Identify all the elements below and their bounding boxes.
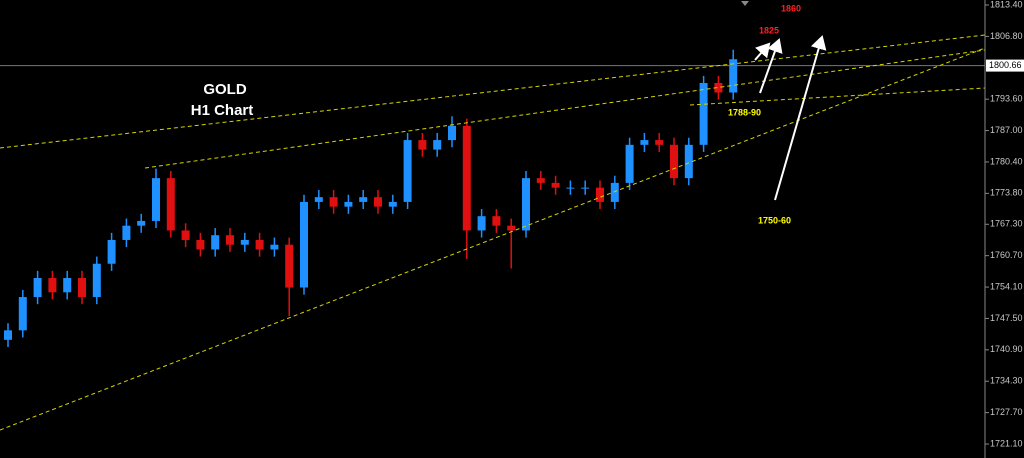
candle-body (285, 244, 294, 288)
candle-body (551, 182, 560, 188)
candle-body (596, 187, 604, 202)
candle-body (699, 83, 708, 145)
y-tick-label: 1747.50 (990, 313, 1023, 323)
candle-body (240, 239, 249, 245)
candle-body (448, 125, 456, 141)
candle-body (33, 278, 42, 298)
candle-body (684, 144, 693, 179)
y-tick-label: 1760.70 (990, 250, 1023, 260)
marker (741, 1, 749, 6)
candle-body (433, 140, 442, 150)
arrow (754, 42, 771, 61)
candle-body (344, 201, 353, 207)
candle-body (507, 225, 516, 231)
candle-body (670, 144, 678, 179)
plot-area (0, 49, 985, 347)
y-tick-label: 1721.10 (990, 438, 1023, 448)
candle-body (462, 125, 471, 231)
y-tick-label: 1767.30 (990, 219, 1023, 229)
candle-body (610, 182, 619, 202)
y-tick-label: 1780.40 (990, 156, 1023, 166)
candle-body (270, 244, 279, 250)
y-tick-label: 1793.60 (990, 94, 1023, 104)
candle-body (18, 297, 27, 331)
candle-body (388, 201, 397, 207)
y-tick-label: 1754.10 (990, 281, 1023, 291)
candle-body (181, 230, 190, 240)
candle-body (226, 235, 234, 245)
candle-body (152, 178, 160, 221)
candle-body (477, 216, 486, 231)
y-tick-label: 1806.80 (990, 31, 1023, 41)
candle-body (418, 140, 427, 150)
candle-body (255, 239, 264, 250)
candle-body (137, 220, 146, 226)
candle-body (729, 59, 738, 93)
annotation: 1825 (759, 25, 779, 35)
trendline (144, 49, 986, 169)
candle-body (122, 225, 131, 240)
candle-body (329, 197, 338, 207)
chart-title: GOLD (203, 81, 246, 98)
candle-body (4, 330, 12, 340)
y-tick-label: 1773.80 (990, 188, 1023, 198)
candle-body (374, 197, 382, 207)
candle-body (655, 140, 664, 145)
annotation: 1860 (781, 3, 801, 13)
candle-body (581, 187, 590, 189)
trendline (0, 47, 986, 431)
candle-body (211, 235, 220, 250)
candle-body (300, 201, 308, 288)
candle-body (166, 178, 175, 231)
candle-body (48, 278, 57, 293)
candle-body (78, 278, 86, 298)
candle-body (625, 144, 634, 183)
y-tick-label: 1734.30 (990, 376, 1023, 386)
arrow (774, 35, 827, 201)
arrow (759, 38, 783, 94)
candle-body (714, 83, 723, 93)
current-price-box (986, 59, 1024, 72)
y-tick-label: 1787.00 (990, 125, 1023, 135)
candle-body (196, 239, 205, 250)
chart-subtitle: H1 Chart (191, 102, 254, 119)
trendline (0, 34, 986, 149)
candle-body (536, 178, 545, 183)
annotation: 1788-90 (728, 107, 761, 117)
candle-body (640, 140, 649, 145)
annotation: 1750-60 (758, 215, 791, 225)
candle-body (314, 197, 323, 202)
candle-body (403, 140, 412, 202)
candle-body (522, 178, 530, 231)
trendline (689, 87, 986, 106)
candle-body (63, 278, 72, 293)
current-price-label: 1800.66 (989, 60, 1022, 70)
candle-body (566, 187, 575, 189)
candle-body (107, 239, 116, 264)
y-tick-label: 1740.90 (990, 344, 1023, 354)
candle-body (92, 263, 101, 298)
y-tick-label: 1813.40 (990, 0, 1023, 9)
y-tick-label: 1727.70 (990, 407, 1023, 417)
candle-body (492, 216, 501, 226)
candle-body (359, 197, 368, 202)
